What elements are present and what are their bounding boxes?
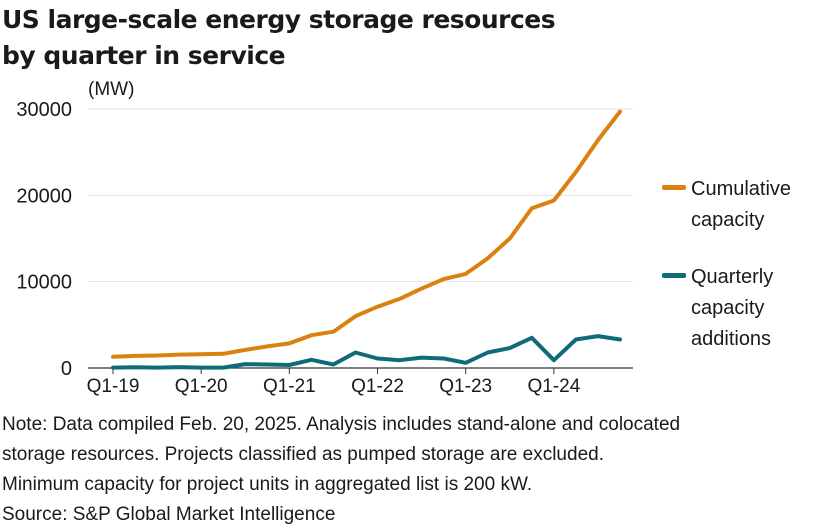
source-line: Source: S&P Global Market Intelligence [2, 504, 336, 525]
series-line-quarterly-additions [111, 334, 622, 370]
legend-label-cumulative: Cumulative capacity [691, 174, 831, 236]
y-axis-unit-label: (MW) [88, 79, 135, 100]
x-tick-label: Q1-24 [527, 376, 580, 397]
legend-label-line: Quarterly [691, 266, 774, 288]
y-tick-label: 10000 [16, 272, 72, 294]
y-tick-label: 0 [61, 358, 72, 380]
legend-swatch-cumulative [662, 185, 686, 190]
y-axis-ticks: 0 10000 20000 30000 [16, 99, 72, 380]
x-tick-label: Q1-20 [175, 376, 228, 397]
y-tick-label: 30000 [16, 99, 72, 121]
gridlines [88, 108, 633, 369]
legend-label-line: additions [691, 328, 772, 350]
chart-title-line-1: US large-scale energy storage resources [2, 5, 556, 34]
x-tick-label: Q1-19 [87, 376, 140, 397]
x-tick-label: Q1-21 [263, 376, 316, 397]
note-line-2: storage resources. Projects classified a… [2, 444, 604, 465]
y-tick-label: 20000 [16, 185, 72, 207]
legend-label-quarterly: Quarterly capacity additions [691, 262, 831, 355]
chart-title: US large-scale energy storage resources … [2, 2, 642, 74]
series-line-cumulative-capacity [111, 109, 622, 359]
legend-label-line: capacity [691, 209, 765, 231]
x-tick-label: Q1-22 [351, 376, 404, 397]
x-axis-ticks: Q1-19 Q1-20 Q1-21 Q1-22 Q1-23 Q1-24 [87, 368, 581, 397]
x-tick-label: Q1-23 [439, 376, 492, 397]
legend-label-line: Cumulative [691, 178, 792, 200]
chart-title-line-2: by quarter in service [2, 41, 286, 70]
chart-notes: Note: Data compiled Feb. 20, 2025. Analy… [2, 410, 832, 530]
legend-label-line: capacity [691, 297, 765, 319]
note-line-1: Note: Data compiled Feb. 20, 2025. Analy… [2, 414, 681, 435]
legend-swatch-quarterly [662, 273, 686, 278]
series-lines [111, 109, 622, 370]
note-line-3: Minimum capacity for project units in ag… [2, 474, 533, 495]
